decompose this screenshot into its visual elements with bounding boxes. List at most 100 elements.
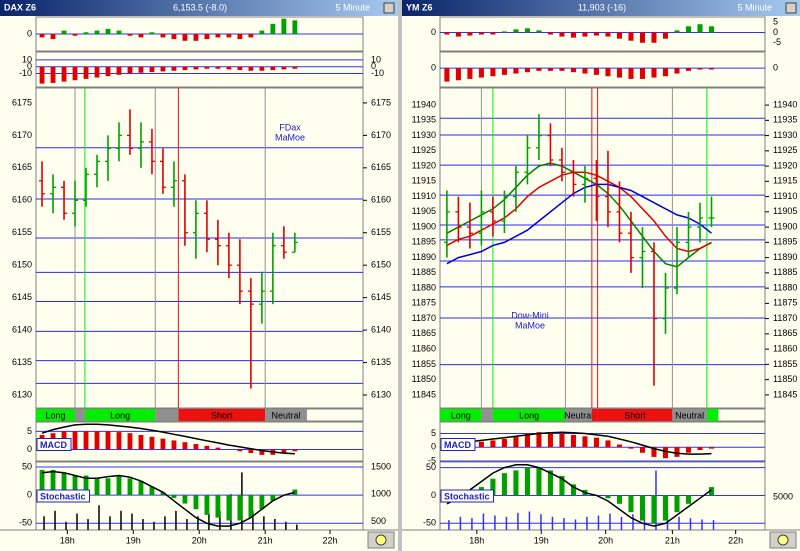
y-tick-label: 11875: [412, 298, 436, 308]
histogram-bar: [39, 66, 45, 84]
histogram-bar: [182, 66, 188, 71]
histogram-bar: [628, 32, 634, 41]
histogram-bar: [83, 66, 89, 79]
histogram-bar: [570, 484, 576, 496]
indicator-label-box: [440, 438, 476, 451]
histogram-bar: [204, 445, 210, 450]
y-tick-label: 11930: [412, 130, 436, 140]
y-tick-label: 6145: [12, 292, 32, 302]
histogram-bar: [501, 439, 507, 448]
histogram-bar: [138, 481, 144, 496]
histogram-bar: [490, 68, 496, 77]
y-tick-label: 11890: [773, 252, 797, 262]
histogram-bar: [708, 68, 715, 70]
histogram-bar: [697, 24, 703, 33]
histogram-bar: [478, 32, 484, 35]
y-tick-label: 6165: [371, 162, 391, 172]
histogram-bar: [83, 431, 89, 450]
y-tick-label: 6145: [371, 292, 391, 302]
histogram-bar: [281, 18, 287, 34]
indicator-tick-label: 0: [27, 444, 32, 454]
histogram-bar: [50, 66, 56, 83]
y-tick-label: 11865: [412, 328, 436, 338]
y-tick-label: 11930: [773, 130, 797, 140]
regime: [265, 409, 307, 421]
histogram-bar: [685, 26, 692, 33]
y-tick-label: 6135: [371, 357, 391, 367]
regime: [706, 409, 719, 421]
indicator-tick-label: -50: [423, 518, 436, 528]
y-tick-label: 11870: [773, 313, 797, 323]
indicator-label: Stochastic: [40, 491, 86, 501]
histogram-bar: [281, 66, 287, 70]
histogram-bar: [628, 68, 634, 79]
y-tick-label: 11855: [773, 359, 797, 369]
histogram-bar: [182, 442, 188, 450]
regime: [155, 409, 179, 421]
histogram-bar: [444, 32, 450, 35]
histogram-bar: [501, 68, 507, 75]
histogram-bar: [536, 432, 542, 448]
histogram-bar: [83, 475, 89, 496]
indicator-tick-label: 10: [22, 54, 32, 64]
indicator-tick-label: 0: [431, 63, 436, 73]
histogram-bar: [193, 66, 199, 70]
y-tick-label: 6130: [12, 389, 32, 399]
histogram-bar: [292, 20, 298, 34]
y-tick-label: 11860: [412, 343, 436, 353]
indicator-tick-label: 5: [27, 426, 32, 436]
histogram-bar: [116, 66, 122, 75]
histogram-bar: [478, 441, 484, 448]
histogram-bar: [593, 32, 599, 36]
regime: [481, 409, 493, 421]
histogram-bar: [248, 449, 254, 454]
x-tick-label: 20h: [192, 535, 207, 545]
histogram-bar: [582, 68, 588, 74]
histogram-bar: [171, 495, 177, 498]
y-tick-label: 11910: [773, 191, 797, 201]
y-tick-label: 11845: [773, 389, 797, 399]
close-button[interactable]: [785, 2, 797, 14]
histogram-bar: [605, 440, 611, 448]
histogram-bar: [628, 495, 634, 513]
y-tick-label: 11850: [773, 374, 797, 384]
histogram-bar: [524, 68, 530, 73]
histogram-bar: [105, 478, 111, 496]
y-tick-label: 6135: [12, 357, 32, 367]
indicator-tick-label: 0: [773, 63, 778, 73]
quote: 6,153.5 (-8.0): [173, 2, 227, 12]
histogram-bar: [237, 34, 243, 40]
panel-frame: [439, 87, 766, 409]
histogram-bar: [662, 495, 669, 521]
y-tick-label: 6160: [12, 195, 32, 205]
indicator-tick-label: 50: [426, 462, 436, 472]
title-bar: [402, 0, 800, 16]
indicator-tick-label: -10: [19, 68, 32, 78]
timeframe: 5 Minute: [737, 2, 772, 12]
indicator-line: [41, 470, 296, 527]
histogram-bar: [138, 66, 144, 73]
regime: [597, 409, 673, 421]
y-tick-label: 6130: [371, 389, 391, 399]
moving-average: [446, 171, 712, 253]
histogram-bar: [662, 68, 669, 77]
histogram-bar: [138, 34, 144, 38]
regime-label: Neutral: [272, 410, 301, 420]
y-tick-label: 11935: [773, 115, 797, 125]
histogram-bar: [524, 433, 530, 448]
y-tick-label: 11915: [412, 176, 436, 186]
annotation: FDax: [279, 122, 301, 132]
histogram-bar: [116, 30, 122, 34]
y-tick-label: 11860: [773, 343, 797, 353]
y-tick-label: 6170: [12, 130, 32, 140]
smiley: [375, 534, 387, 546]
histogram-bar: [160, 66, 166, 72]
regime: [84, 409, 156, 421]
indicator-line: [41, 423, 295, 455]
y-tick-label: 11875: [773, 298, 797, 308]
close-button[interactable]: [383, 2, 395, 14]
histogram-bar: [674, 447, 680, 457]
histogram-bar: [616, 495, 622, 504]
histogram-bar: [160, 438, 166, 450]
histogram-bar: [270, 23, 276, 34]
